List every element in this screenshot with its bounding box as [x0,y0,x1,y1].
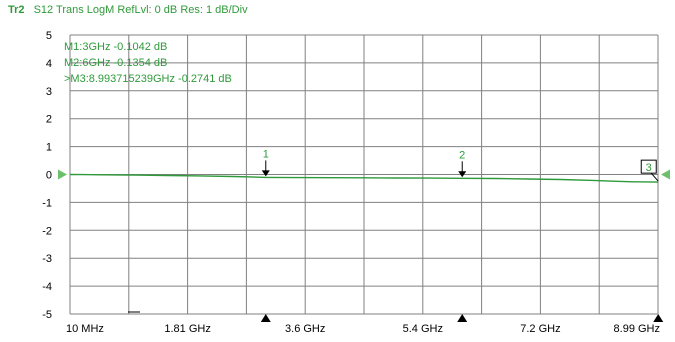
y-tick-label: 3 [46,86,52,98]
markers[interactable]: 1 2 3 [260,148,664,322]
y-tick-label: -5 [42,309,52,321]
y-axis: 5 4 3 2 1 0 -1 -2 -3 -4 -5 [42,30,52,321]
marker-head [261,170,270,177]
marker-readouts: M1:3GHz -0.1042 dB M2:6GHz -0.1354 dB >M3:… [64,41,232,85]
ref-level-arrow-right [661,169,670,180]
marker-stimulus-triangle [457,314,468,322]
x-tick-label: 8.99 GHz [614,323,660,335]
x-tick-label: 10 MHz [66,323,104,335]
marker-readout: M1:3GHz -0.1042 dB [64,41,167,53]
trace-header: Tr2 S12 Trans LogM RefLvl: 0 dB Res: 1 d… [8,4,248,16]
marker-stimulus-triangle [653,314,664,322]
marker-box [640,159,657,174]
marker-head [458,171,467,178]
trace-id: Tr2 [8,4,25,16]
marker-stimulus-triangle [260,314,271,322]
grid [69,34,659,315]
marker-label: 3 [646,162,652,174]
marker-readout: M2:6GHz -0.1354 dB [64,57,167,69]
x-tick-label: 1.81 GHz [164,323,210,335]
trace-line [69,173,659,183]
y-tick-label: 2 [46,114,52,126]
marker-3[interactable]: 3 [640,159,664,322]
y-tick-label: 5 [46,30,52,42]
marker-label: 2 [459,149,465,161]
marker-label: 1 [263,148,269,160]
x-tick-label: 5.4 GHz [403,323,443,335]
y-tick-label: 0 [46,170,52,182]
y-tick-label: -1 [42,197,52,209]
marker-leader [650,172,659,182]
x-tick-label: 7.2 GHz [520,323,560,335]
marker-1[interactable]: 1 [260,148,271,322]
x-axis: 10 MHz 1.81 GHz 3.6 GHz 5.4 GHz 7.2 GHz 8.99 … [66,323,660,335]
y-tick-label: -4 [42,281,52,293]
marker-2[interactable]: 2 [457,149,468,322]
marker-readout: >M3:8.993715239GHz -0.2741 dB [64,73,232,85]
trace [69,173,659,183]
ref-level-arrow-left [58,169,67,180]
x-tick-label: 3.6 GHz [285,323,325,335]
y-tick-label: -3 [42,253,52,265]
trace-description: S12 Trans LogM RefLvl: 0 dB Res: 1 dB/Di… [33,4,248,16]
indicators [58,169,670,313]
y-tick-label: -2 [42,225,52,237]
y-tick-label: 4 [46,58,52,70]
y-tick-label: 1 [46,142,52,154]
